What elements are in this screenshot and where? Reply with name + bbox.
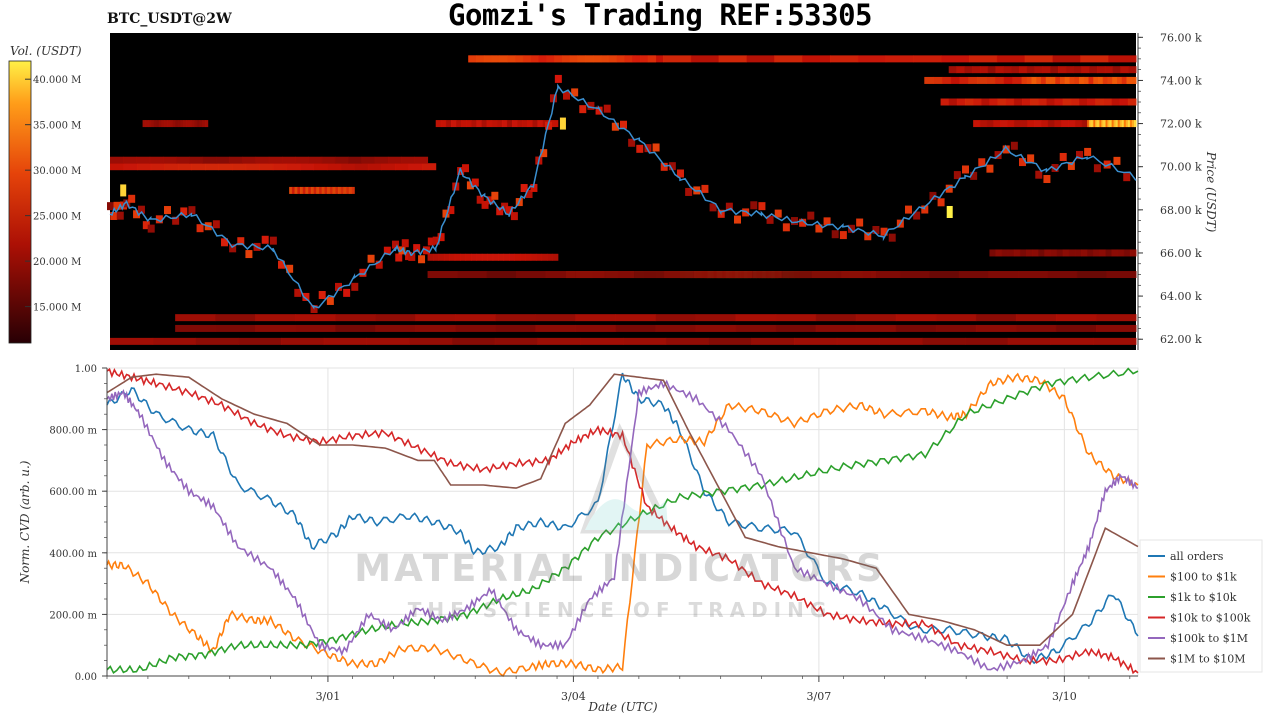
price-tick-label: 72.00 k — [1160, 118, 1202, 131]
liquidity-band — [175, 324, 1137, 332]
cvd-y-tick-label: 600.00 m — [49, 487, 97, 498]
price-line — [109, 83, 1137, 310]
price-axis-label: Price (USDT) — [1204, 151, 1218, 233]
cvd-legend: all orders $100 to $1k $1k to $10k $10k to … — [1139, 539, 1263, 673]
cvd-line-chart: 0.00 200.00 m 400.00 m 600.00 m 800.00 m 1.00… — [18, 364, 1263, 714]
colorbar-tick-label: 40.000 M — [33, 75, 81, 86]
legend-label: $100k to $1M — [1170, 632, 1248, 645]
colorbar-tick-label: 30.000 M — [33, 166, 81, 177]
series-line-0 — [106, 372, 1139, 665]
liquidity-band — [110, 163, 437, 171]
symbol-label: BTC_USDT@2W — [107, 11, 232, 27]
heatmap-plot-area — [110, 33, 1136, 350]
cvd-x-axis-label: Date (UTC) — [587, 700, 657, 714]
liquidity-band — [948, 66, 1137, 74]
liquidity-band — [110, 337, 1137, 345]
series-line-4 — [106, 378, 1139, 672]
cvd-y-tick-label: 0.00 — [75, 672, 97, 683]
heat-hotspot — [120, 184, 127, 197]
liquidity-band — [435, 120, 559, 128]
heat-hotspot — [946, 205, 953, 218]
heatmap-chart: 62.00 k 64.00 k 66.00 k 68.00 k 70.00 k 72.00… — [8, 31, 1218, 350]
cvd-x-tick-label: 3/10 — [1052, 690, 1077, 703]
colorbar — [8, 60, 32, 344]
series-line-1 — [106, 372, 1139, 678]
cvd-y-tick-label: 400.00 m — [49, 549, 97, 560]
colorbar-tick-label: 25.000 M — [33, 212, 81, 223]
series-line-5 — [106, 373, 1139, 646]
price-tick-label: 68.00 k — [1160, 204, 1202, 217]
cvd-x-tick-label: 3/07 — [807, 690, 832, 703]
cvd-y-tick-label: 800.00 m — [49, 426, 97, 437]
heat-hotspot — [559, 117, 566, 130]
liquidity-band — [1087, 120, 1137, 128]
liquidity-band — [1022, 76, 1137, 84]
liquidity-band — [110, 156, 429, 164]
series-line-2 — [106, 367, 1139, 674]
colorbar-label: Vol. (USDT) — [10, 44, 82, 58]
colorbar-tick-label: 15.000 M — [33, 303, 81, 314]
price-tick-label: 70.00 k — [1160, 161, 1202, 174]
legend-label: $1M to $10M — [1170, 653, 1246, 666]
liquidity-band — [468, 55, 657, 63]
legend-label: $100 to $1k — [1170, 571, 1237, 584]
colorbar-tick-label: 20.000 M — [33, 257, 81, 268]
legend-label: all orders — [1170, 550, 1224, 563]
liquidity-band — [427, 253, 559, 261]
series-line-3 — [106, 367, 1139, 675]
liquidity-band — [427, 271, 1137, 279]
legend-label: $10k to $100k — [1170, 612, 1251, 625]
liquidity-band — [175, 314, 1137, 322]
liquidity-band — [940, 98, 1137, 106]
price-tick-label: 62.00 k — [1160, 333, 1202, 346]
cvd-y-tick-label: 1.00 — [75, 364, 97, 375]
price-tick-label: 76.00 k — [1160, 31, 1202, 44]
liquidity-band — [989, 249, 1137, 257]
cvd-y-tick-label: 200.00 m — [49, 610, 97, 621]
cvd-plot-area — [106, 367, 1139, 677]
cvd-x-tick-label: 3/01 — [316, 690, 341, 703]
liquidity-band — [289, 186, 355, 194]
legend-label: $1k to $10k — [1170, 591, 1237, 604]
price-tick-label: 64.00 k — [1160, 290, 1202, 303]
colorbar-tick-label: 35.000 M — [33, 121, 81, 132]
cvd-legend-box — [1139, 539, 1263, 673]
price-tick-label: 66.00 k — [1160, 247, 1202, 260]
page-title: Gomzi's Trading REF:53305 — [448, 0, 873, 32]
cvd-y-axis-label: Norm. CVD (arb. u.) — [18, 460, 32, 584]
price-tick-label: 74.00 k — [1160, 74, 1202, 87]
liquidity-band — [142, 120, 209, 128]
cvd-x-tick-label: 3/04 — [561, 690, 586, 703]
